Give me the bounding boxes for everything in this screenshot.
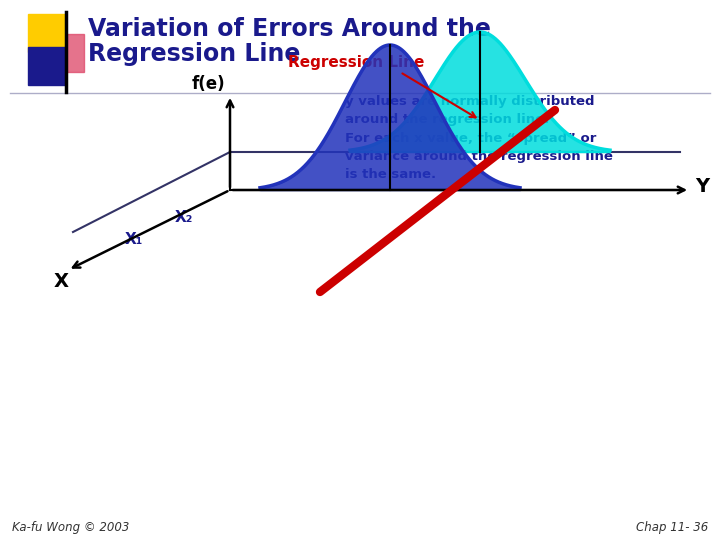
Text: Regression Line: Regression Line <box>88 42 300 66</box>
Text: X: X <box>54 272 69 291</box>
Text: Regression Line: Regression Line <box>288 56 424 71</box>
Text: f(e): f(e) <box>192 75 225 93</box>
Text: X₂: X₂ <box>175 211 194 226</box>
Text: Variation of Errors Around the: Variation of Errors Around the <box>88 17 491 41</box>
Bar <box>28 14 66 52</box>
Text: y values are normally distributed
around the regression line.: y values are normally distributed around… <box>345 95 595 126</box>
Text: Y: Y <box>695 178 709 197</box>
Bar <box>46 34 84 72</box>
Text: X₁: X₁ <box>125 233 143 247</box>
Text: Ka-fu Wong © 2003: Ka-fu Wong © 2003 <box>12 521 130 534</box>
Text: Chap 11- 36: Chap 11- 36 <box>636 521 708 534</box>
Bar <box>28 47 66 85</box>
Text: For each x value, the “spread” or
variance around the regression line
is the sam: For each x value, the “spread” or varian… <box>345 132 613 181</box>
